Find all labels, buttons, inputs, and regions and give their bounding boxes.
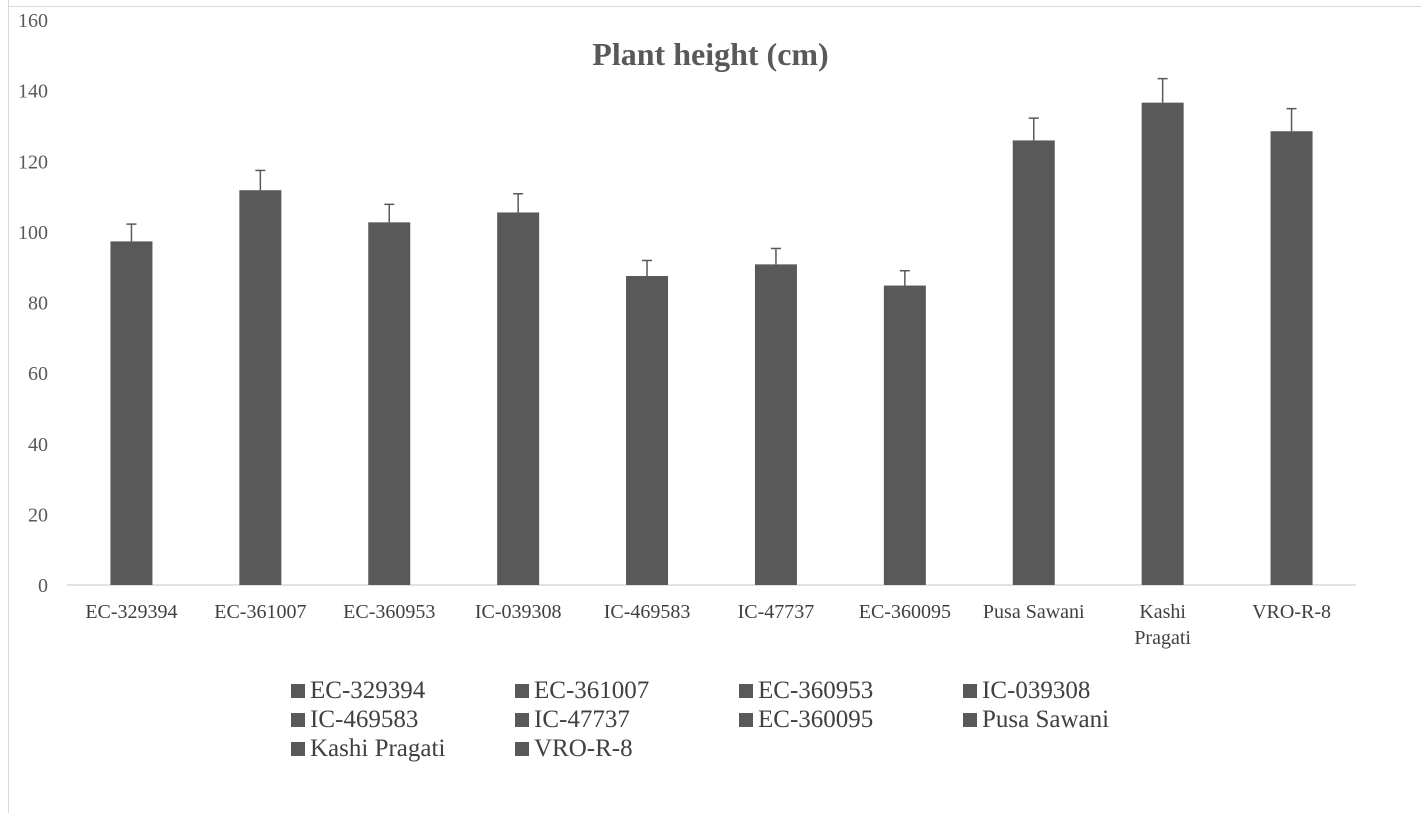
legend-item: Kashi Pragati: [291, 734, 515, 763]
legend-item: EC-360953: [739, 676, 963, 705]
bar-ic-469583: [626, 276, 669, 585]
legend-label: IC-469583: [310, 706, 419, 733]
chart-border-left: [8, 0, 9, 813]
legend-label: EC-329394: [310, 677, 426, 704]
bar-ec-329394: [110, 241, 153, 586]
x-tick-label: EC-360953: [343, 601, 435, 623]
legend-item: IC-47737: [515, 705, 739, 734]
y-tick-label: 140: [18, 81, 48, 103]
legend-swatch: [515, 683, 529, 698]
x-tick-label: IC-47737: [738, 601, 815, 623]
legend-swatch: [515, 741, 529, 756]
legend-swatch: [739, 712, 753, 727]
legend-label: IC-039308: [982, 677, 1091, 704]
x-tick-label: Kashi Pragati: [1134, 601, 1191, 649]
y-tick-label: 160: [18, 10, 48, 32]
bar-ic-039308: [497, 212, 540, 585]
y-tick-label: 0: [38, 575, 48, 597]
legend-label: VRO-R-8: [534, 735, 633, 762]
y-tick-label: 20: [28, 504, 48, 526]
legend-label: EC-361007: [534, 677, 650, 704]
legend-label: IC-47737: [534, 706, 630, 733]
x-tick-label: IC-039308: [475, 601, 562, 623]
legend-item: EC-361007: [515, 676, 739, 705]
chart-border-top: [8, 6, 1421, 7]
legend-label: Kashi Pragati: [310, 735, 446, 762]
bar-ec-361007: [239, 190, 282, 586]
legend-label: EC-360095: [758, 706, 874, 733]
y-tick-label: 40: [28, 434, 48, 456]
legend-swatch: [739, 683, 753, 698]
chart-title: Plant height (cm): [592, 36, 829, 72]
bar-pusa-sawani: [1012, 140, 1055, 585]
chart-legend: EC-329394 EC-361007 EC-360953 IC-039308 IC-4…: [291, 676, 1191, 763]
legend-swatch: [515, 712, 529, 727]
legend-swatch: [963, 683, 977, 698]
x-tick-label: EC-360095: [859, 601, 951, 623]
legend-item: EC-329394: [291, 676, 515, 705]
bar-ec-360953: [368, 222, 411, 585]
legend-item: IC-039308: [963, 676, 1187, 705]
y-tick-label: 80: [28, 293, 48, 315]
bar-vro-r-8: [1270, 131, 1313, 585]
x-tick-label: Pusa Sawani: [983, 601, 1085, 623]
x-tick-label: EC-329394: [85, 601, 177, 623]
legend-swatch: [291, 683, 305, 698]
x-tick-label: IC-469583: [604, 601, 691, 623]
legend-swatch: [291, 741, 305, 756]
y-tick-label: 120: [18, 151, 48, 173]
bar-ec-360095: [883, 285, 926, 585]
y-tick-label: 100: [18, 222, 48, 244]
legend-item: Pusa Sawani: [963, 705, 1187, 734]
legend-swatch: [291, 712, 305, 727]
legend-item: EC-360095: [739, 705, 963, 734]
y-tick-label: 60: [28, 363, 48, 385]
legend-label: EC-360953: [758, 677, 874, 704]
x-tick-label: VRO-R-8: [1252, 601, 1331, 623]
legend-label: Pusa Sawani: [982, 706, 1110, 733]
legend-item: VRO-R-8: [515, 734, 739, 763]
legend-item: IC-469583: [291, 705, 515, 734]
bar-ic-47737: [754, 264, 797, 585]
legend-swatch: [963, 712, 977, 727]
x-tick-label: EC-361007: [214, 601, 306, 623]
bar-kashi-pragati: [1141, 102, 1184, 585]
